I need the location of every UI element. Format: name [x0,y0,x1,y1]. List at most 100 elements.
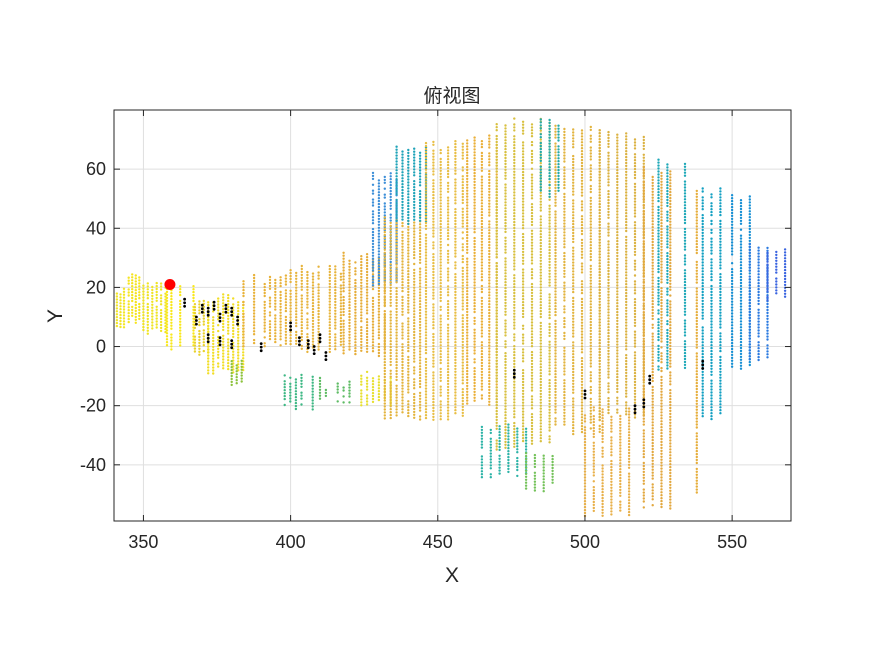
data-point [424,278,428,281]
data-point [377,232,381,235]
data-point [607,323,610,326]
data-point [504,130,507,133]
data-point [548,219,551,222]
data-point [548,296,551,299]
data-point [466,275,469,278]
data-point [516,459,519,463]
data-point [521,413,525,416]
data-point [142,314,145,317]
data-point [334,321,337,324]
data-point [521,298,525,301]
data-point [371,347,375,350]
data-point [473,358,476,361]
data-point [328,306,331,309]
data-point [179,291,182,294]
data-point [513,241,516,244]
data-point [592,450,595,453]
data-point [454,228,457,232]
data-point [466,355,469,358]
data-point [495,270,498,274]
data-point [592,435,595,439]
data-point [589,270,592,273]
data-point [627,499,631,502]
data-point [395,216,398,219]
data-point [407,270,410,273]
data-point [395,166,398,169]
data-point [424,289,428,293]
data-point [572,252,575,255]
data-point [389,251,392,254]
data-point [237,348,240,351]
data-point [235,382,238,385]
data-point [616,266,619,269]
data-point [240,380,243,383]
data-point [530,173,534,176]
data-point [284,289,288,292]
data-point [480,361,484,365]
data-point [513,146,516,150]
data-point [418,297,422,300]
data-point [383,358,386,361]
data-point [619,414,622,418]
data-point [563,178,566,181]
data-point [389,393,392,396]
data-point [530,256,534,259]
data-point [311,319,315,323]
data-point [616,269,619,272]
data-point [454,355,457,359]
data-point [424,162,428,165]
data-point [495,377,498,380]
data-point [365,335,369,339]
data-point [432,332,435,336]
data-point [583,446,587,450]
data-point [530,250,534,253]
data-point [371,308,375,311]
data-point [268,320,272,323]
data-point [342,319,345,322]
data-point [439,202,442,205]
data-point [589,238,592,241]
data-point [513,262,516,265]
data-point [324,394,328,398]
data-point [348,265,351,268]
data-point [318,379,322,383]
data-point [488,300,491,303]
data-point [516,427,519,430]
data-point [252,285,256,289]
data-point [480,308,484,311]
data-point [207,348,210,351]
data-point [348,348,351,351]
data-point [466,219,469,222]
data-point [383,219,386,222]
data-point [627,425,631,428]
data-point [495,182,498,185]
data-point [401,272,404,275]
data-point [418,258,422,261]
data-point [334,306,337,309]
data-point [401,245,404,248]
data-point [563,130,566,134]
data-point [583,443,587,447]
data-point [539,422,542,425]
data-point [446,373,450,377]
data-point [473,257,476,260]
data-point [461,340,464,344]
data-point [627,419,631,422]
data-point [589,412,592,415]
data-point [289,298,292,301]
data-point [554,331,557,334]
data-point [146,323,149,326]
data-point [598,324,601,327]
data-point [563,136,566,139]
data-point [530,123,534,126]
data-point [554,130,557,133]
data-point [461,278,464,281]
data-point [583,482,587,485]
data-point [252,294,256,297]
data-point [300,306,303,309]
data-point [418,341,422,344]
data-point [198,321,201,324]
data-point [418,382,422,386]
data-point [548,169,551,172]
data-point [407,231,410,234]
